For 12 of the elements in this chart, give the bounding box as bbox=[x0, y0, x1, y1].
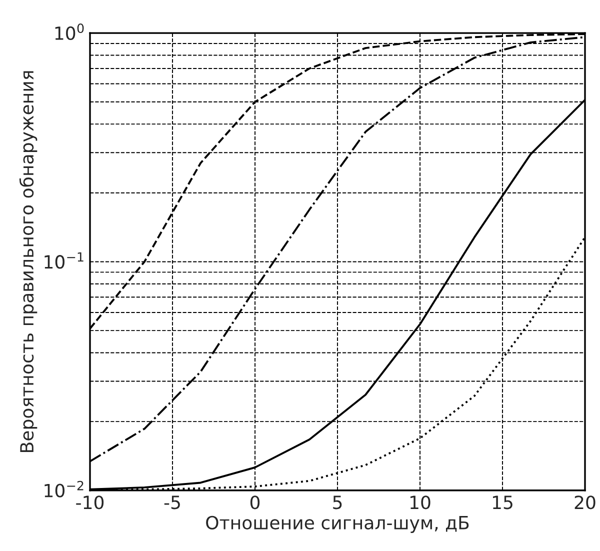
y-tick-label: 10$^{−2}$ bbox=[44, 480, 84, 498]
y-axis-title: Вероятность правильного обнаружения bbox=[19, 71, 38, 452]
y-tick-label: 10$^{0}$ bbox=[55, 23, 84, 40]
x-tick-label: -10 bbox=[76, 496, 104, 510]
x-axis-title: Отношение сигнал-шум, дБ bbox=[206, 516, 469, 533]
x-tick-label: 20 bbox=[574, 496, 596, 510]
x-tick-label: 10 bbox=[410, 496, 430, 510]
x-tick-label: 0 bbox=[250, 496, 260, 510]
x-tick-label: 5 bbox=[333, 496, 342, 510]
y-tick-label: 10$^{−1}$ bbox=[44, 252, 84, 269]
x-tick-label: 15 bbox=[492, 496, 512, 510]
x-tick-label: -5 bbox=[164, 496, 180, 510]
